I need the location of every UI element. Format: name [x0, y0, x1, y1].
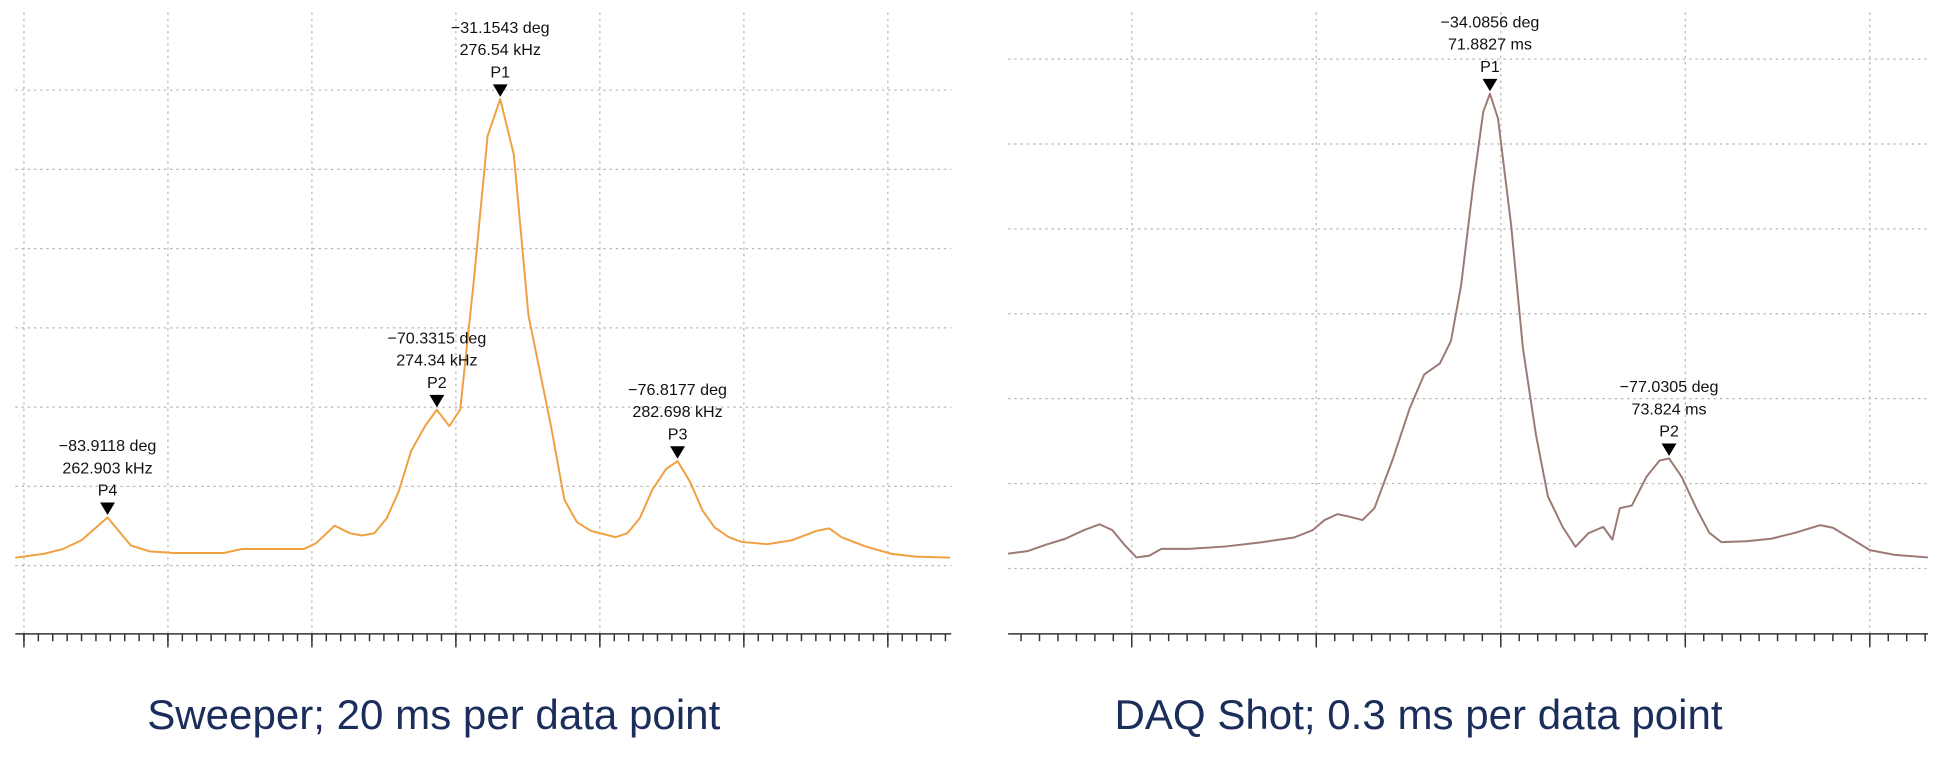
marker-name: P1 — [1480, 58, 1500, 76]
marker-x-label: 276.54 kHz — [460, 41, 541, 59]
peak-marker — [1482, 78, 1498, 92]
marker-x-label: 71.8827 ms — [1448, 36, 1532, 54]
marker-x-label: 73.824 ms — [1632, 400, 1707, 418]
peak-marker — [100, 502, 115, 515]
marker-y-label: −77.0305 deg — [1620, 378, 1719, 396]
marker-y-label: −76.8177 deg — [628, 381, 727, 399]
marker-name: P3 — [668, 425, 688, 443]
data-line — [15, 98, 951, 559]
data-line — [1008, 92, 1929, 559]
marker-name: P2 — [427, 374, 447, 392]
caption: Sweeper; 20 ms per data point — [147, 691, 720, 738]
marker-y-label: −34.0856 deg — [1441, 13, 1540, 31]
marker-x-label: 274.34 kHz — [396, 352, 477, 370]
marker-x-label: 262.903 kHz — [62, 459, 152, 477]
marker-name: P4 — [98, 482, 118, 500]
marker-y-label: −31.1543 deg — [451, 19, 550, 37]
caption: DAQ Shot; 0.3 ms per data point — [1114, 691, 1722, 738]
peak-marker — [492, 84, 508, 97]
marker-name: P2 — [1659, 423, 1679, 441]
marker-y-label: −83.9118 deg — [59, 437, 157, 455]
marker-y-label: −70.3315 deg — [387, 329, 486, 347]
peak-marker — [1661, 443, 1677, 456]
marker-name: P1 — [490, 63, 510, 81]
peak-marker — [670, 446, 685, 459]
peak-marker — [429, 394, 445, 408]
marker-x-label: 282.698 kHz — [632, 403, 722, 421]
